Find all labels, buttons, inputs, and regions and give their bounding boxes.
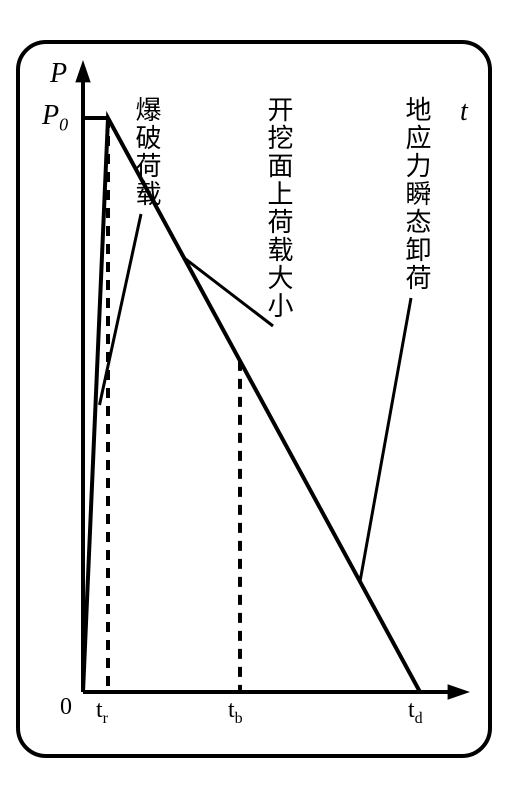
annotation-transient-unload: 地应力瞬态卸荷	[398, 96, 435, 292]
label-tr: tr	[96, 697, 108, 728]
annotation-excavation-load: 开挖面上荷载大小	[260, 96, 297, 320]
label-tr-main: t	[96, 697, 103, 723]
label-tb-sub: b	[235, 710, 243, 727]
label-p0: P0	[42, 100, 68, 136]
annotation-blast-load: 爆破荷载	[128, 96, 165, 208]
label-tr-sub: r	[103, 710, 108, 727]
label-origin: 0	[60, 694, 72, 721]
label-td-main: t	[408, 697, 415, 723]
label-p-axis: P	[50, 58, 67, 90]
label-p0-sub: 0	[59, 115, 68, 135]
label-tb-main: t	[228, 697, 235, 723]
label-td: td	[408, 697, 423, 728]
label-tb: tb	[228, 697, 243, 728]
label-t-axis: t	[460, 96, 468, 128]
label-td-sub: d	[415, 710, 423, 727]
label-p0-main: P	[42, 100, 59, 131]
